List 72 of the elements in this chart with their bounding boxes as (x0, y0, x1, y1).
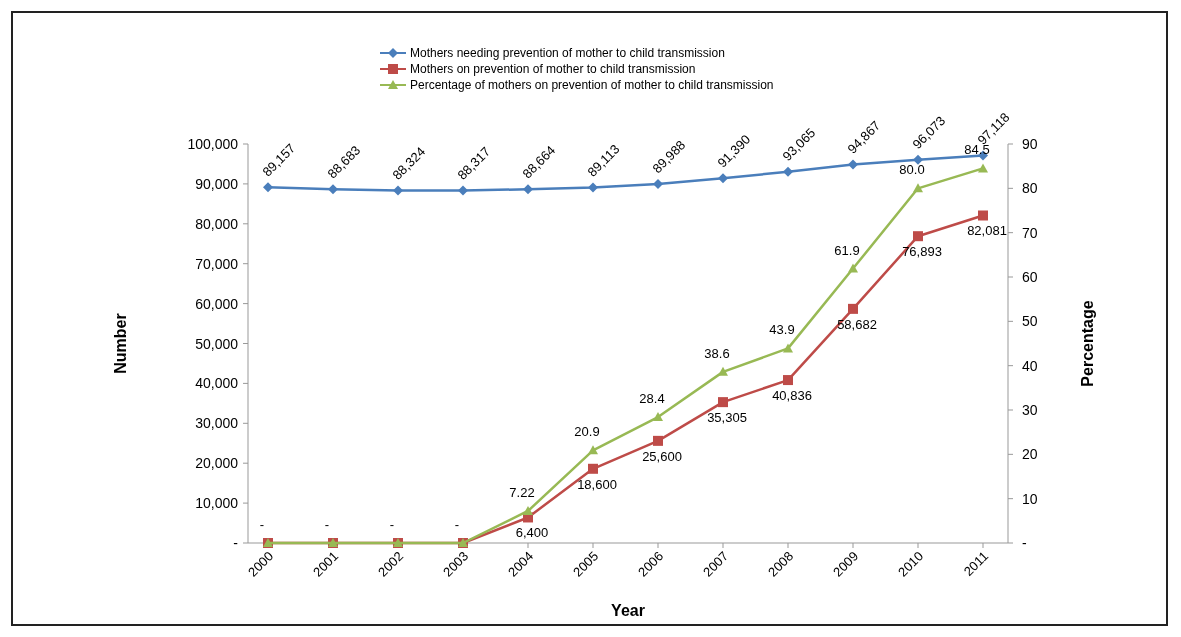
y-tick-label: 40,000 (195, 375, 239, 392)
y-tick-label: 90,000 (195, 175, 239, 192)
y2-tick-label: 20 (1022, 446, 1038, 463)
point (588, 445, 598, 455)
y2-axis-title: Percentage (1079, 300, 1096, 387)
data-label: 82,081 (967, 223, 1007, 239)
point (978, 210, 988, 221)
y2-tick-label: 40 (1022, 357, 1038, 374)
data-label: 28.4 (639, 391, 665, 407)
y-axis-title: Number (112, 313, 129, 374)
data-label: 7.22 (509, 484, 535, 500)
y2-tick-label: 30 (1022, 402, 1038, 418)
point (523, 505, 533, 515)
data-label: 61.9 (834, 242, 860, 258)
data-label: 20.9 (574, 424, 600, 440)
point (718, 397, 728, 408)
point (328, 184, 338, 195)
point (458, 185, 468, 196)
y-tick-label: - (233, 535, 239, 551)
y-tick-label: 20,000 (195, 455, 239, 472)
point (718, 173, 728, 184)
y-tick-label: 100,000 (187, 136, 239, 152)
y-tick-label: 30,000 (195, 415, 239, 432)
y2-tick-label: 10 (1022, 490, 1038, 507)
data-label: - (454, 517, 460, 532)
y-tick-label: 10,000 (195, 495, 239, 512)
data-label: 38.6 (704, 345, 730, 361)
point (653, 412, 663, 422)
data-label: 6,400 (515, 525, 549, 541)
legend-label: Mothers on prevention of mother to child transmission (410, 62, 696, 76)
point (913, 183, 923, 193)
point (783, 166, 793, 177)
x-axis-title: Year (611, 602, 645, 619)
legend-label: Percentage of mothers on prevention of mother to child transmission (410, 78, 774, 92)
point (848, 263, 858, 273)
data-label: 76,893 (902, 244, 942, 260)
y2-tick-label: 80 (1022, 180, 1038, 197)
data-label: 25,600 (642, 448, 682, 464)
point (783, 375, 793, 386)
data-label: 58,682 (837, 316, 877, 332)
data-label: - (324, 517, 330, 532)
data-label: 43.9 (769, 322, 795, 338)
point (653, 435, 663, 446)
data-label: 80.0 (899, 162, 925, 178)
point (653, 178, 663, 189)
point (588, 463, 598, 474)
point (978, 163, 988, 173)
data-label: 18,600 (577, 476, 617, 492)
data-label: - (389, 517, 395, 532)
point (913, 154, 923, 165)
y-tick-label: 50,000 (195, 335, 239, 352)
y2-tick-label: 50 (1022, 313, 1038, 330)
legend-label: Mothers needing prevention of mother to child transmission (410, 46, 725, 60)
point (393, 185, 403, 196)
y2-tick-label: 70 (1022, 224, 1038, 241)
y-tick-label: 80,000 (195, 215, 239, 232)
point (783, 343, 793, 353)
y2-tick-label: - (1022, 535, 1027, 551)
point (848, 159, 858, 170)
data-label: - (259, 517, 265, 532)
y-tick-label: 70,000 (195, 255, 239, 272)
point (588, 182, 598, 193)
y2-tick-label: 90 (1022, 136, 1038, 152)
point (718, 366, 728, 376)
point (523, 184, 533, 195)
point (913, 231, 923, 242)
point (848, 303, 858, 314)
data-label: 35,305 (707, 410, 747, 426)
data-label: 40,836 (772, 388, 812, 404)
y-tick-label: 60,000 (195, 295, 239, 312)
y2-tick-label: 60 (1022, 269, 1038, 285)
point (263, 182, 273, 193)
